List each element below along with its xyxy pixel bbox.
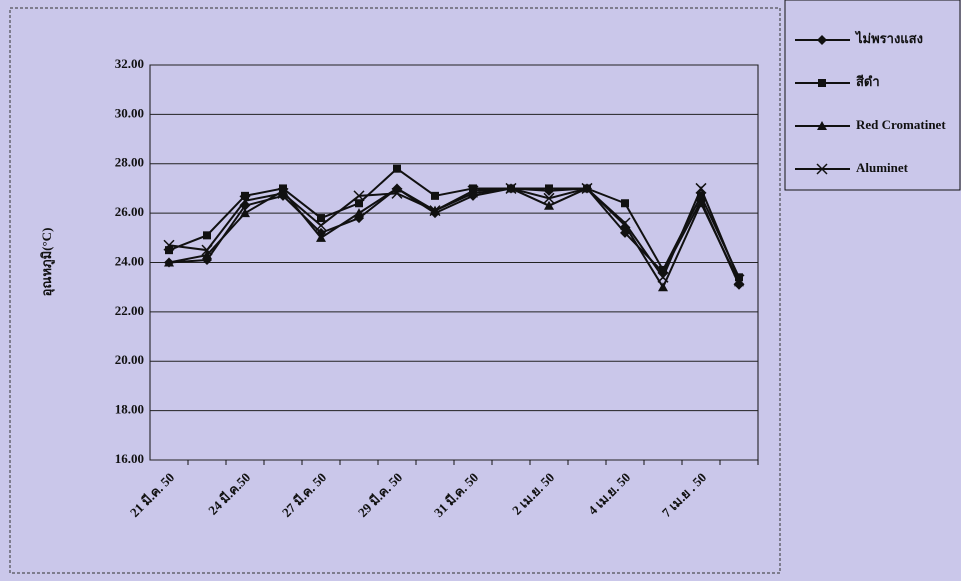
x-tick-label: 4 เม.ย. 50 [585, 470, 633, 518]
marker [468, 188, 478, 198]
legend-box [784, 0, 961, 191]
marker [391, 187, 403, 199]
y-tick-label: 16.00 [115, 451, 144, 466]
marker [203, 231, 211, 240]
y-tick-label: 22.00 [115, 303, 144, 318]
chart-frame [9, 7, 781, 574]
marker [696, 198, 706, 208]
marker [816, 163, 828, 175]
marker [733, 274, 745, 286]
marker [201, 244, 213, 256]
y-tick-label: 24.00 [115, 253, 144, 268]
marker [817, 121, 827, 130]
marker [355, 199, 363, 208]
marker [278, 185, 288, 195]
marker [165, 246, 173, 255]
series-line [168, 167, 740, 278]
series-line [168, 185, 740, 281]
legend-label: Red Cromatinet [856, 117, 946, 132]
marker [353, 190, 365, 202]
y-tick-label: 28.00 [115, 155, 144, 170]
series-line [168, 187, 740, 286]
marker [543, 192, 555, 204]
marker [429, 205, 441, 217]
marker [239, 195, 251, 207]
marker [505, 182, 517, 194]
marker [467, 185, 479, 197]
marker [317, 214, 325, 223]
y-tick-label: 30.00 [115, 105, 144, 120]
marker [277, 187, 289, 199]
x-tick-label: 27 มี.ค. 50 [279, 470, 329, 520]
marker [315, 219, 327, 231]
marker [697, 191, 705, 200]
marker [695, 182, 707, 194]
marker [818, 79, 826, 87]
x-tick-label: 2 เม.ย. 50 [509, 470, 557, 518]
x-tick-label: 7 เม.ย . 50 [659, 470, 709, 520]
marker [581, 182, 593, 194]
marker [621, 199, 629, 208]
marker [316, 232, 326, 242]
marker [202, 250, 212, 260]
y-axis-label: อุณหภูมิ(°C) [39, 228, 55, 297]
series-line [168, 187, 740, 290]
marker [241, 191, 249, 200]
x-tick-label: 21 มี.ค. 50 [127, 470, 177, 520]
marker [164, 257, 174, 267]
marker [354, 208, 364, 218]
marker [393, 164, 401, 173]
legend-label: สีดำ [856, 74, 880, 89]
marker [658, 282, 668, 292]
legend-label: Aluminet [856, 160, 909, 175]
marker [657, 271, 669, 283]
marker [240, 208, 250, 218]
marker [545, 184, 553, 193]
y-tick-label: 18.00 [115, 402, 144, 417]
y-tick-label: 20.00 [115, 352, 144, 367]
marker [431, 191, 439, 200]
legend-label: ไม่พรางแสง [854, 30, 923, 46]
x-tick-label: 29 มี.ค. 50 [355, 470, 405, 520]
y-tick-label: 26.00 [115, 204, 144, 219]
marker [734, 277, 744, 287]
marker [817, 35, 827, 45]
marker [544, 200, 554, 210]
marker [659, 265, 667, 274]
y-tick-label: 32.00 [115, 56, 144, 71]
marker [163, 239, 175, 251]
marker [619, 217, 631, 229]
x-tick-label: 24 มี.ค.50 [205, 470, 253, 518]
x-tick-label: 31 มี.ค. 50 [431, 470, 481, 520]
